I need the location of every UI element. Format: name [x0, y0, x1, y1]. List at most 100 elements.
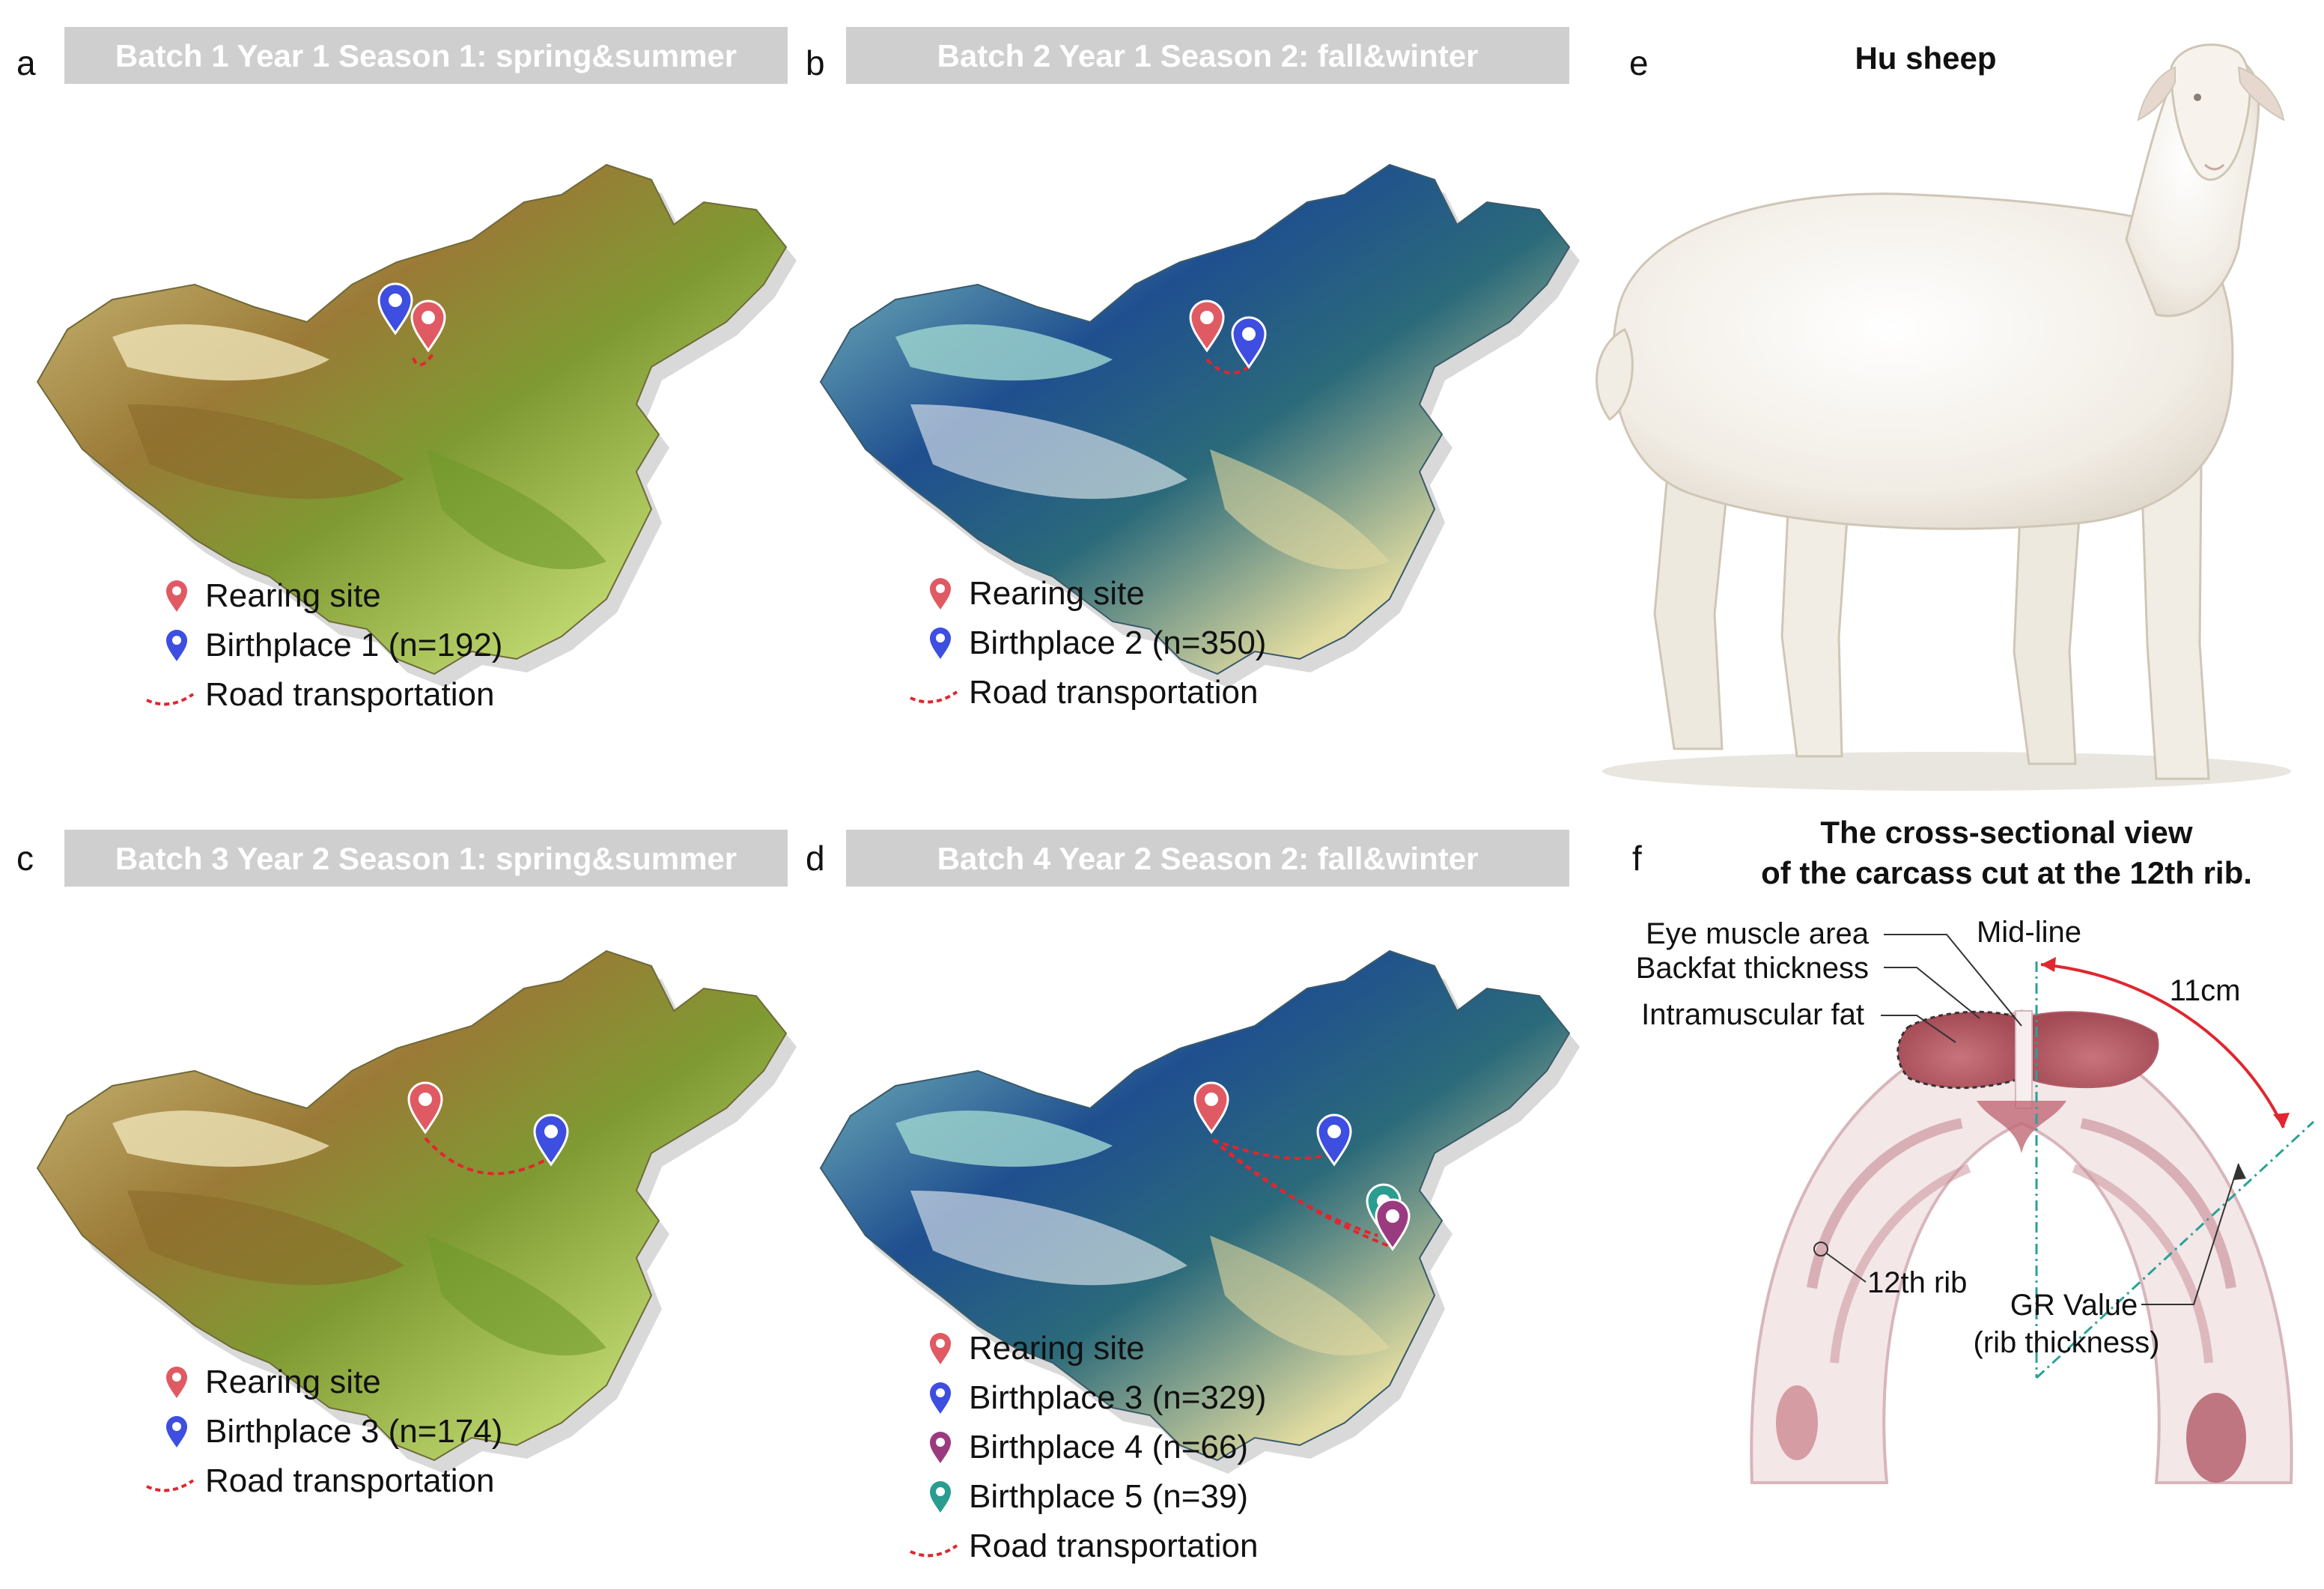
china-map	[820, 950, 1580, 1474]
panel-letter: e	[1629, 43, 1649, 82]
sheep-ear	[2237, 66, 2285, 121]
panel-title: Batch 4 Year 2 Season 2: fall&winter	[937, 841, 1479, 876]
birthplace-pin-icon	[930, 1481, 951, 1513]
legend-label: Rearing site	[205, 1364, 381, 1400]
birthplace-3-marker	[1316, 1113, 1352, 1167]
legend-label: Birthplace 3 (n=174)	[205, 1413, 502, 1450]
legend: Rearing site Birthplace 1 (n=192) Road t…	[146, 577, 502, 713]
sheep-illustration	[1596, 43, 2291, 791]
rearing-site-marker	[1193, 1081, 1229, 1134]
panel-title-line-2: of the carcass cut at the 12th rib.	[1761, 855, 2252, 890]
title-banner	[846, 27, 1569, 84]
leader-line	[1884, 934, 2022, 1027]
rearing-pin-icon	[930, 1333, 951, 1364]
legend-label: Rearing site	[205, 577, 381, 614]
legend-item-route: Road transportation	[146, 1462, 494, 1499]
rearing-pin-icon	[930, 578, 951, 610]
legend-label: Birthplace 5 (n=39)	[969, 1478, 1248, 1515]
legend: Rearing site Birthplace 3 (n=329) Birthp…	[910, 1330, 1266, 1564]
gr-measure-line	[2035, 1120, 2315, 1379]
distance-label: 11cm	[2170, 974, 2241, 1007]
legend-label: Birthplace 4 (n=66)	[969, 1429, 1248, 1465]
route-icon	[910, 690, 958, 704]
intramuscular-label: Intramuscular fat	[1641, 998, 1864, 1031]
eye-muscle-label: Eye muscle area	[1646, 917, 1870, 950]
birthplace-4-marker	[1375, 1198, 1411, 1251]
legend-item-birthplace: Birthplace 2 (n=350)	[930, 625, 1266, 661]
gr-value-label: GR Value	[2010, 1289, 2138, 1322]
leader-line	[2141, 1163, 2239, 1305]
legend-item-route: Road transportation	[146, 676, 494, 713]
legend: Rearing site Birthplace 3 (n=174) Road t…	[146, 1364, 502, 1499]
panel-letter: b	[806, 43, 825, 82]
leader-line	[1881, 1015, 1956, 1043]
loin-muscle	[2027, 1011, 2159, 1089]
rearing-pin-icon	[166, 1367, 187, 1398]
sheep-ear	[2137, 66, 2176, 121]
legend-label: Rearing site	[969, 575, 1145, 612]
gr-value-sublabel: (rib thickness)	[1974, 1326, 2160, 1359]
legend-item-birthplace-5: Birthplace 5 (n=39)	[930, 1478, 1248, 1515]
panel-title-line-1: The cross-sectional view	[1820, 815, 2193, 850]
panel-a: a Batch 1 Year 1 Season 1: spring&summer	[16, 27, 797, 713]
rearing-site-marker	[1189, 300, 1225, 353]
legend-item-birthplace-3: Birthplace 3 (n=329)	[930, 1379, 1266, 1416]
rearing-pin-icon	[166, 580, 187, 612]
birthplace-marker	[533, 1113, 569, 1167]
panel-letter: d	[806, 839, 825, 878]
legend-label: Birthplace 1 (n=192)	[205, 627, 502, 663]
eye-muscle-area	[1896, 1010, 2023, 1090]
route-line	[412, 350, 436, 367]
backfat-label: Backfat thickness	[1636, 952, 1869, 985]
carcass-fat-ring	[1750, 1009, 2293, 1484]
legend: Rearing site Birthplace 2 (n=350) Road t…	[910, 575, 1266, 711]
legend-item-rearing: Rearing site	[930, 1330, 1145, 1367]
sheep-head	[2170, 43, 2251, 181]
birthplace-pin-icon	[930, 628, 951, 659]
birthplace-pin-icon	[166, 630, 187, 661]
legend-label: Road transportation	[205, 676, 494, 713]
route-icon	[146, 1479, 195, 1492]
route-line	[1205, 358, 1250, 374]
title-banner	[64, 830, 788, 887]
panel-title: Batch 1 Year 1 Season 1: spring&summer	[115, 38, 737, 73]
legend-item-birthplace: Birthplace 1 (n=192)	[166, 627, 502, 663]
sheep-eye	[2194, 94, 2201, 101]
birthplace-marker	[377, 282, 413, 335]
legend-label: Road transportation	[969, 674, 1258, 711]
leader-line	[1826, 1253, 1867, 1283]
legend-label: Road transportation	[205, 1462, 494, 1499]
legend-item-route: Road transportation	[910, 1528, 1258, 1564]
panel-letter: f	[1632, 839, 1642, 878]
panel-title: Batch 2 Year 1 Season 2: fall&winter	[937, 38, 1479, 73]
panel-c: c Batch 3 Year 2 Season 1: spring&summer	[16, 830, 797, 1499]
birthplace-marker	[1231, 316, 1267, 369]
title-banner	[846, 830, 1569, 887]
birthplace-pin-icon	[166, 1416, 187, 1447]
route-icon	[910, 1544, 958, 1558]
route-line	[1211, 1138, 1378, 1237]
legend-item-route: Road transportation	[910, 674, 1258, 711]
panel-f: f The cross-sectional view of the carcas…	[1632, 815, 2315, 1484]
china-map	[37, 164, 797, 687]
china-map	[820, 164, 1580, 687]
china-map	[37, 950, 797, 1474]
legend-label: Road transportation	[969, 1528, 1258, 1564]
distance-arc	[2040, 963, 2285, 1128]
rib-label: 12th rib	[1867, 1266, 1967, 1299]
rearing-site-marker	[410, 300, 446, 353]
route-icon	[146, 693, 195, 706]
panel-e: e Hu sheep	[1596, 40, 2291, 791]
panel-title: Batch 3 Year 2 Season 1: spring&summer	[115, 841, 737, 876]
legend-label: Rearing site	[969, 1330, 1145, 1367]
arrow-head	[2233, 1164, 2246, 1180]
legend-item-rearing: Rearing site	[930, 575, 1145, 612]
arrow-head	[2041, 957, 2056, 972]
sheep-body	[1611, 192, 2234, 530]
rearing-site-marker	[407, 1081, 443, 1134]
sheep-shadow	[1602, 752, 2291, 791]
panel-letter: c	[16, 839, 34, 878]
title-banner	[64, 27, 788, 84]
